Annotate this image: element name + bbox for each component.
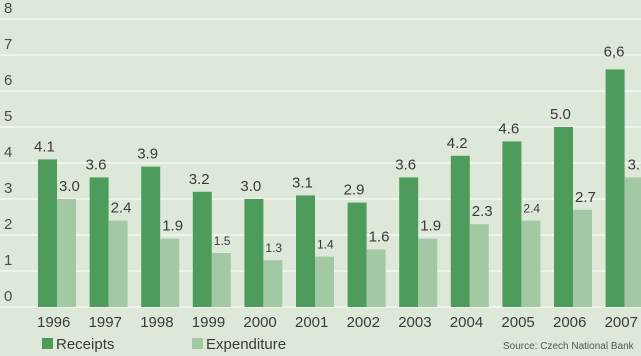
bar-receipts bbox=[192, 191, 212, 307]
bar-expenditure bbox=[418, 238, 438, 307]
legend-label-expenditure: Expenditure bbox=[206, 336, 286, 353]
data-label: 4.1 bbox=[34, 138, 55, 155]
y-tick-label: 1 bbox=[4, 252, 12, 269]
bar-receipts bbox=[244, 199, 264, 307]
bar-expenditure bbox=[263, 260, 283, 307]
bar-expenditure bbox=[108, 220, 128, 307]
bar-receipts bbox=[502, 141, 522, 307]
y-tick-label: 3 bbox=[4, 180, 12, 197]
bars bbox=[38, 69, 641, 308]
bar-receipts bbox=[347, 202, 367, 307]
data-label: 2.7 bbox=[575, 189, 596, 206]
bar-receipts bbox=[296, 195, 315, 307]
x-tick-label: 2002 bbox=[347, 314, 380, 331]
x-tick-label: 2001 bbox=[295, 314, 328, 331]
data-label: 3.1 bbox=[292, 174, 313, 191]
bar-receipts bbox=[450, 155, 470, 307]
bar-expenditure bbox=[57, 199, 76, 307]
bar-expenditure bbox=[573, 209, 592, 307]
bar-receipts bbox=[89, 177, 109, 307]
data-label: 1.5 bbox=[214, 234, 231, 248]
bar-expenditure bbox=[315, 256, 334, 307]
data-label: 6,6 bbox=[604, 43, 625, 60]
data-label: 3.6 bbox=[395, 156, 416, 173]
legend-swatch-receipts bbox=[42, 338, 53, 349]
x-tick-label: 1999 bbox=[192, 314, 225, 331]
data-label: 3.0 bbox=[59, 178, 80, 195]
data-label: 3.6 bbox=[628, 156, 641, 173]
data-label: 1.6 bbox=[369, 228, 390, 245]
bar-receipts bbox=[605, 69, 625, 308]
source-note: Source: Czech National Bank bbox=[503, 341, 635, 352]
x-tick-label: 1997 bbox=[89, 314, 122, 331]
y-tick-label: 7 bbox=[4, 36, 12, 53]
x-tick-label: 2000 bbox=[243, 314, 276, 331]
y-tick-label: 4 bbox=[4, 144, 12, 161]
data-label: 1.9 bbox=[420, 218, 441, 235]
y-tick-label: 2 bbox=[4, 216, 12, 233]
bar-receipts bbox=[554, 127, 573, 307]
data-label: 4.6 bbox=[498, 120, 519, 137]
data-label: 3.9 bbox=[137, 146, 158, 163]
x-axis-ticks: 1996 1997 1998 1999 2000 2001 2002 2003 2004 2005… bbox=[37, 314, 638, 331]
data-label: 1.9 bbox=[162, 218, 183, 235]
bar-expenditure bbox=[521, 220, 541, 307]
data-label: 2.9 bbox=[344, 182, 365, 199]
bar-expenditure bbox=[211, 253, 231, 307]
data-label: 2.3 bbox=[472, 203, 493, 220]
x-tick-label: 2005 bbox=[501, 314, 534, 331]
data-label: 2.4 bbox=[523, 202, 540, 216]
bar-expenditure bbox=[160, 238, 180, 307]
x-tick-label: 2007 bbox=[605, 314, 638, 331]
y-tick-label: 8 bbox=[4, 0, 12, 17]
data-label: 3.2 bbox=[189, 171, 210, 188]
data-label: 5.0 bbox=[550, 106, 571, 123]
bar-expenditure bbox=[624, 177, 641, 307]
bar-receipts bbox=[141, 166, 161, 307]
bar-receipts bbox=[399, 177, 419, 307]
data-label: 1.4 bbox=[317, 238, 334, 252]
x-tick-label: 2004 bbox=[450, 314, 483, 331]
y-tick-label: 5 bbox=[4, 108, 12, 125]
data-label: 4.2 bbox=[447, 135, 468, 152]
data-label: 3.0 bbox=[240, 178, 261, 195]
data-label: 1.3 bbox=[265, 241, 282, 255]
data-labels: 4.1 3.0 3.6 2.4 3.9 1.9 3.2 1.5 3.0 1.3 3.1 1.4 2.9 1… bbox=[34, 43, 641, 255]
y-axis-ticks: 0 1 2 3 4 5 6 7 8 bbox=[4, 0, 12, 305]
x-tick-label: 1998 bbox=[140, 314, 173, 331]
data-label: 3.6 bbox=[86, 156, 107, 173]
x-tick-label: 1996 bbox=[37, 314, 70, 331]
legend-label-receipts: Receipts bbox=[56, 336, 114, 353]
x-tick-label: 2003 bbox=[398, 314, 431, 331]
x-tick-label: 2006 bbox=[553, 314, 586, 331]
bar-receipts bbox=[38, 159, 57, 307]
y-tick-label: 6 bbox=[4, 72, 12, 89]
data-label: 2.4 bbox=[111, 200, 132, 217]
legend-swatch-expenditure bbox=[192, 338, 203, 349]
legend: Receipts Expenditure bbox=[42, 336, 286, 353]
y-tick-label: 0 bbox=[4, 288, 12, 305]
bar-expenditure bbox=[366, 249, 386, 307]
bar-expenditure bbox=[469, 224, 489, 307]
